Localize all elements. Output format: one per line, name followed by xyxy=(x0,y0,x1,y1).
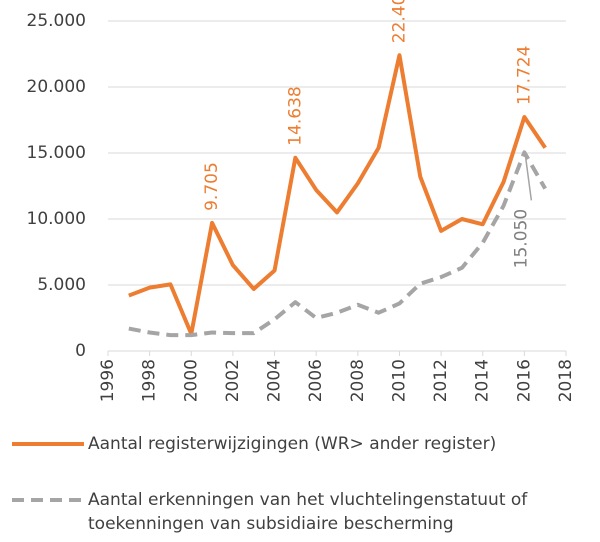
data-label: 14.638 xyxy=(285,86,305,145)
y-tick-label: 20.000 xyxy=(27,77,86,97)
x-tick-label: 2012 xyxy=(431,359,451,402)
data-label: 15.050 xyxy=(511,209,531,268)
series-line xyxy=(128,150,547,338)
y-tick-label: 0 xyxy=(75,341,86,361)
label-leader xyxy=(524,155,533,201)
y-tick-label: 15.000 xyxy=(27,143,86,163)
legend-label: Aantal registerwijzigingen (WR> ander re… xyxy=(88,434,497,454)
x-tick-label: 2010 xyxy=(389,359,409,402)
x-tick-label: 2018 xyxy=(556,359,576,402)
x-tick-label: 2002 xyxy=(223,359,243,402)
y-tick-label: 10.000 xyxy=(27,209,86,229)
x-tick-label: 2008 xyxy=(348,359,368,402)
x-tick-label: 2014 xyxy=(473,359,493,402)
legend-label: Aantal erkenningen van het vluchtelingen… xyxy=(88,490,528,534)
y-tick-label: 25.000 xyxy=(27,11,86,31)
x-tick-label: 1998 xyxy=(140,359,160,402)
x-tick-label: 1996 xyxy=(98,359,118,402)
data-label: 9.705 xyxy=(202,162,222,211)
x-tick-label: 2000 xyxy=(181,359,201,402)
y-tick-label: 5.000 xyxy=(37,275,86,295)
x-tick-label: 2006 xyxy=(306,359,326,402)
series-line xyxy=(128,53,547,336)
data-label: 17.724 xyxy=(514,46,534,105)
x-tick-label: 2004 xyxy=(265,359,285,402)
x-tick-label: 2016 xyxy=(514,359,534,402)
data-label: 22.406 xyxy=(389,0,409,43)
